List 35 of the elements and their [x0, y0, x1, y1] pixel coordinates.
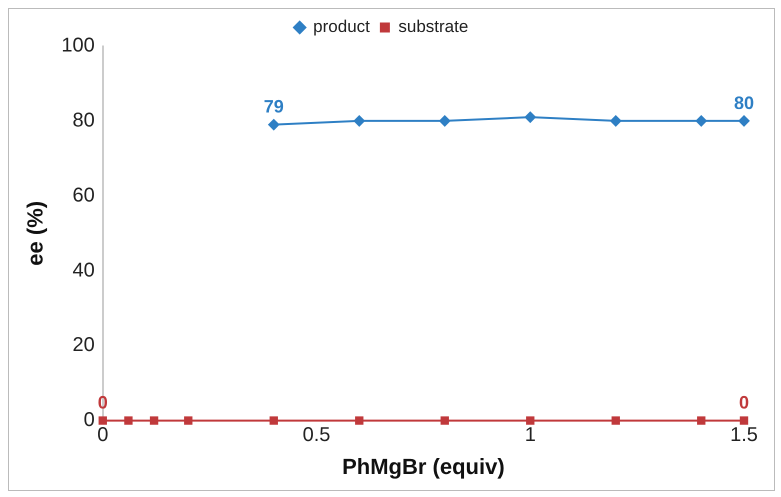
x-axis-title: PhMgBr (equiv)	[342, 454, 505, 479]
point	[697, 416, 706, 425]
y-tick-label: 40	[72, 259, 95, 282]
y-tick-label: 20	[72, 334, 95, 356]
data-label: 79	[264, 96, 284, 117]
data-label: 0	[98, 392, 108, 413]
x-tick-label: 0.5	[302, 424, 330, 446]
x-tick-label: 1	[524, 424, 536, 446]
point	[268, 119, 280, 130]
point	[184, 416, 192, 425]
point	[526, 416, 534, 425]
point	[696, 115, 707, 126]
point	[610, 115, 622, 126]
legend-label: substrate	[398, 17, 468, 36]
data-label: 0	[738, 392, 750, 413]
y-tick-label: 0	[84, 409, 95, 432]
point	[740, 416, 748, 425]
x-tick-label: 1.5	[730, 424, 758, 446]
y-tick-label: 80	[72, 109, 95, 132]
point	[354, 115, 365, 126]
point	[270, 416, 278, 425]
point	[524, 112, 536, 123]
point	[612, 416, 620, 425]
point	[124, 416, 133, 425]
point	[440, 416, 449, 425]
point	[355, 416, 364, 425]
data-label: 80	[734, 92, 754, 113]
point	[439, 115, 450, 126]
point	[98, 416, 107, 425]
y-axis-title: ee (%)	[22, 200, 48, 266]
legend-label: product	[313, 17, 370, 36]
point	[738, 115, 750, 126]
y-tick-label: 100	[61, 34, 95, 57]
point	[150, 416, 158, 425]
y-tick-label: 60	[72, 184, 95, 206]
